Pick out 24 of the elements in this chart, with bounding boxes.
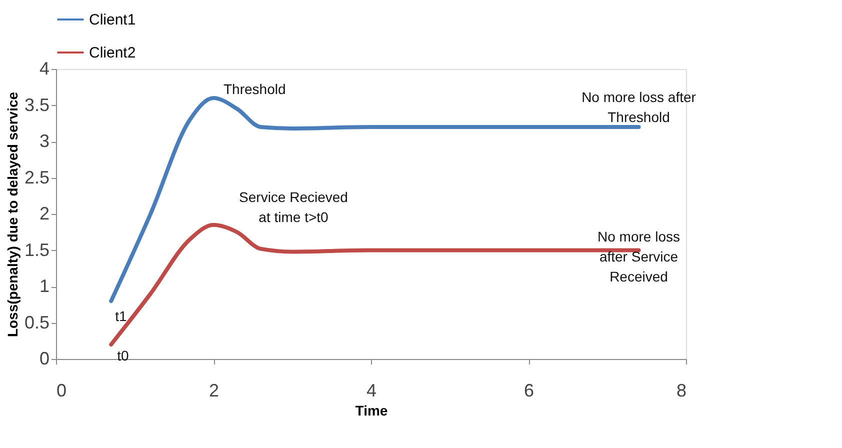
annotation: t1 (115, 308, 128, 324)
x-tick-label: 0 (56, 380, 67, 400)
x-tick-label: 4 (366, 380, 377, 400)
y-tick-label: 1 (39, 276, 50, 296)
annotation: t0 (117, 348, 130, 364)
y-tick-label: 2.5 (24, 167, 50, 188)
annotation: No more loss after Threshold (582, 89, 696, 125)
y-tick-label: 3 (39, 131, 50, 151)
x-tick-label: 8 (676, 380, 686, 400)
x-tick-label: 6 (524, 380, 534, 400)
legend-label: Client1 (89, 12, 136, 28)
annotation: Service Recieved at time t>t0 (239, 188, 348, 225)
x-tick-label: 2 (208, 380, 220, 400)
annotation: No more loss after Service Received (598, 228, 680, 284)
y-tick-label: 0 (39, 348, 50, 368)
y-tick-label: 2 (39, 204, 50, 224)
legend-label: Client2 (89, 44, 136, 62)
y-axis-title: Loss(penalty) due to delayed service (4, 92, 20, 338)
x-axis-title: Time (355, 402, 388, 418)
y-tick-label: 3.5 (24, 94, 50, 115)
annotation: Threshold (224, 81, 286, 97)
y-tick-label: 1.5 (24, 240, 50, 260)
y-tick-label: 0.5 (24, 312, 50, 332)
y-tick-label: 4 (39, 58, 50, 78)
